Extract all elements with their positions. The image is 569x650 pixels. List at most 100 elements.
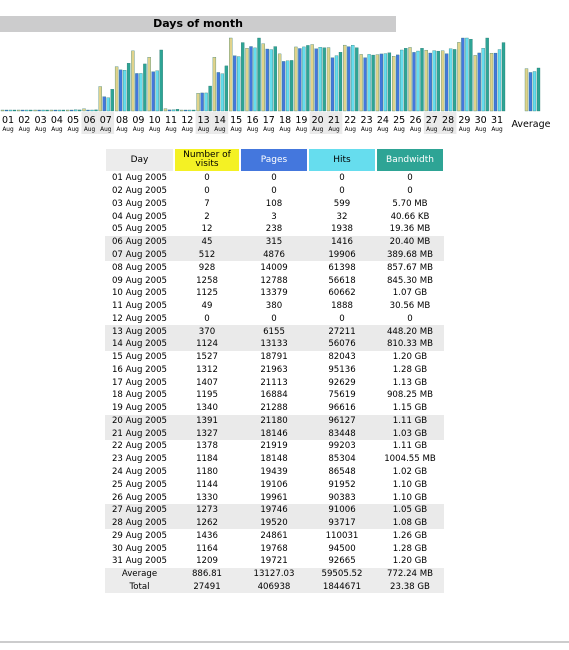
cell-day: 13 Aug 2005 xyxy=(105,325,174,338)
table-row: 09 Aug 2005 1258 12788 56618 845.30 MB xyxy=(105,274,444,287)
day-27-pages-bar xyxy=(428,52,432,112)
day-12-hits-bar xyxy=(188,109,192,112)
day-22-hits-bar xyxy=(351,45,355,112)
cell-visits: 1527 xyxy=(196,352,218,363)
day-06-hits-bar xyxy=(90,109,94,112)
cell-hits: 1938 xyxy=(331,224,353,235)
day-07-pages-bar xyxy=(102,96,106,112)
day-20-bandwidth-bar xyxy=(322,47,326,112)
day-19-pages-bar xyxy=(298,48,302,112)
day-13-hits-bar xyxy=(204,92,208,112)
x-tick-month: Aug xyxy=(133,127,145,133)
cell-bandwidth: 1.20 GB xyxy=(392,556,428,567)
cell-bandwidth: 1.11 GB xyxy=(376,414,444,428)
cell-visits: 512 xyxy=(174,248,240,262)
x-tick-day: 30 xyxy=(475,115,487,126)
x-tick-day: 02 xyxy=(18,115,30,126)
day-04-pages-bar xyxy=(53,109,58,112)
table-row: 01 Aug 2005 0 0 0 0 xyxy=(105,172,444,185)
cell-bandwidth: 1.07 GB xyxy=(392,288,428,299)
cell-day: 29 Aug 2005 xyxy=(111,530,168,541)
cell-bandwidth: 20.40 MB xyxy=(376,235,444,249)
cell-hits: 60662 xyxy=(328,288,356,299)
day-25-pages-bar xyxy=(396,54,400,112)
x-tick-month: Aug xyxy=(475,127,487,133)
day-29-hits-bar xyxy=(465,37,469,112)
cell-day: 14 Aug 2005 xyxy=(105,337,174,351)
day-02-number-of-visits-bar xyxy=(17,109,21,112)
day-17-number-of-visits-bar xyxy=(261,43,265,112)
cell-bandwidth: 19.36 MB xyxy=(389,224,431,235)
day-02-bandwidth-bar xyxy=(29,109,33,112)
cell-visits: 1273 xyxy=(174,503,240,517)
day-23-bandwidth-bar xyxy=(371,54,375,112)
day-13-pages-bar xyxy=(200,92,204,112)
cell-pages: 14009 xyxy=(260,262,288,273)
x-tick-day: 18 xyxy=(279,115,291,126)
table-row: 07 Aug 2005 512 4876 19906 389.68 MB xyxy=(105,248,444,262)
day-20-number-of-visits-bar xyxy=(310,44,314,112)
day-05-number-of-visits-bar xyxy=(66,109,70,112)
cell-day: 30 Aug 2005 xyxy=(111,543,168,554)
day-31-pages-bar xyxy=(493,52,498,112)
cell-pages: 406938 xyxy=(240,580,308,594)
day-22-pages-bar xyxy=(347,46,351,112)
day-05-pages-bar xyxy=(70,109,74,112)
cell-pages: 19520 xyxy=(240,516,308,530)
cell-hits: 56076 xyxy=(308,337,376,351)
cell-pages: 108 xyxy=(265,198,283,209)
cell-pages: 21963 xyxy=(260,364,288,375)
table-row: 02 Aug 2005 0 0 0 0 xyxy=(105,185,444,198)
day-18-bandwidth-bar xyxy=(289,60,294,112)
x-tick-month: Aug xyxy=(394,127,406,133)
x-tick-month: Aug xyxy=(2,127,14,133)
cell-visits: 1407 xyxy=(196,377,218,388)
x-tick-day: 28 xyxy=(442,115,454,126)
table-row: 26 Aug 2005 1330 19961 90383 1.10 GB xyxy=(105,491,444,504)
weekend-label-bg xyxy=(423,112,441,134)
cell-visits: 2 xyxy=(204,211,210,222)
day-23-pages-bar xyxy=(363,57,367,112)
x-tick-day: 11 xyxy=(165,115,177,126)
cell-bandwidth: 908.25 MB xyxy=(386,390,434,401)
cell-pages: 16884 xyxy=(260,390,288,401)
table-row: 03 Aug 2005 7 108 599 5.70 MB xyxy=(105,198,444,211)
day-17-hits-bar xyxy=(269,49,273,112)
cell-pages: 18146 xyxy=(240,427,308,441)
cell-day: 25 Aug 2005 xyxy=(111,479,168,490)
day-21-number-of-visits-bar xyxy=(326,47,331,112)
day-01-bandwidth-bar xyxy=(12,109,17,112)
day-24-hits-bar xyxy=(383,53,388,112)
cell-day: Average xyxy=(105,567,174,581)
table-row: 28 Aug 2005 1262 19520 93717 1.08 GB xyxy=(105,516,444,530)
day-24-number-of-visits-bar xyxy=(375,54,380,112)
x-tick-day: 27 xyxy=(426,115,438,126)
day-17-bandwidth-bar xyxy=(273,46,277,112)
cell-visits: 928 xyxy=(198,262,216,273)
day-26-number-of-visits-bar xyxy=(408,47,412,112)
day-14-bandwidth-bar xyxy=(224,65,229,112)
bottom-divider xyxy=(0,641,569,643)
cell-hits: 83448 xyxy=(308,427,376,441)
header-pages: Pages xyxy=(240,148,308,172)
table-row: 16 Aug 2005 1312 21963 95136 1.28 GB xyxy=(105,363,444,376)
cell-day: 04 Aug 2005 xyxy=(111,211,168,222)
cell-visits: 1327 xyxy=(174,427,240,441)
x-tick-month: Aug xyxy=(198,127,210,133)
day-15-pages-bar xyxy=(233,55,237,112)
cell-visits: 1125 xyxy=(196,288,218,299)
x-tick-month: Aug xyxy=(19,127,31,133)
day-02-pages-bar xyxy=(21,109,25,112)
cell-bandwidth: 857.67 MB xyxy=(386,262,434,273)
x-tick-month: Aug xyxy=(68,127,80,133)
table-row: 11 Aug 2005 49 380 1888 30.56 MB xyxy=(105,300,444,313)
cell-hits: 90383 xyxy=(328,492,356,503)
cell-hits: 95136 xyxy=(328,364,356,375)
cell-visits: 1436 xyxy=(196,530,218,541)
cell-pages: 19768 xyxy=(260,543,288,554)
day-28-pages-bar xyxy=(444,53,449,112)
cell-hits: 94500 xyxy=(328,543,356,554)
x-tick-month: Aug xyxy=(312,127,324,133)
cell-bandwidth: 40.66 KB xyxy=(390,211,430,222)
x-tick-day: 17 xyxy=(263,115,275,126)
